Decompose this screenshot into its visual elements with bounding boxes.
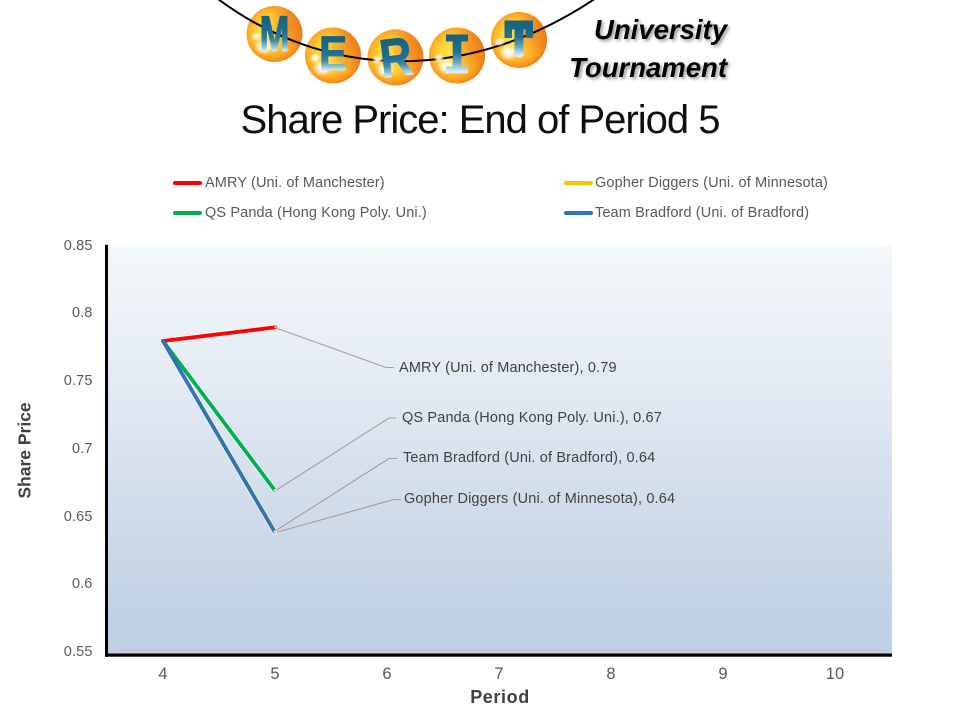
svg-text:E: E [319,28,347,81]
svg-text:M: M [260,6,290,62]
svg-text:R: R [377,26,416,89]
